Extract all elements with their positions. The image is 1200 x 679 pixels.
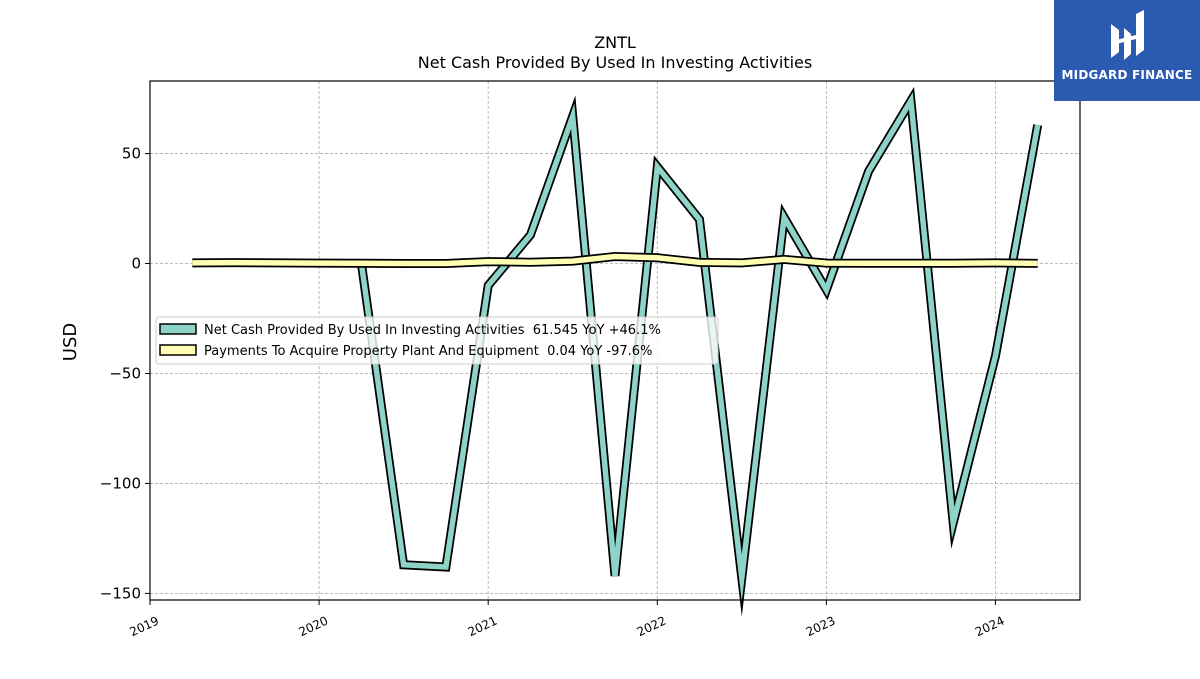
legend-box xyxy=(155,316,719,365)
legend-swatch-1 xyxy=(159,344,197,356)
x-tick-label: 2023 xyxy=(804,614,838,640)
y-tick-label: −150 xyxy=(100,584,141,602)
ticks: 50 0 −50 −100 −150 2019 2020 2021 2022 2023 2024 xyxy=(100,145,1007,640)
y-tick-label: 0 xyxy=(131,255,141,273)
y-tick-label: −50 xyxy=(109,364,141,382)
legend-label-1: Payments To Acquire Property Plant And E… xyxy=(204,344,652,359)
y-tick-label: −100 xyxy=(100,474,141,492)
legend-swatch-0 xyxy=(159,323,197,335)
series-0-line xyxy=(358,92,1041,602)
x-tick-label: 2024 xyxy=(973,614,1007,640)
legend-label-0: Net Cash Provided By Used In Investing A… xyxy=(204,323,661,338)
series-1-line xyxy=(192,253,1038,267)
y-tick-label: 50 xyxy=(122,145,141,163)
x-tick-label: 2020 xyxy=(297,614,331,640)
brand-logo: MIDGARD FINANCE xyxy=(1054,0,1200,101)
logo-mark-icon xyxy=(1111,10,1144,60)
x-tick-label: 2019 xyxy=(128,614,162,640)
series-layer xyxy=(192,86,1043,617)
y-axis-label: USD xyxy=(60,323,81,361)
plot-frame xyxy=(149,80,1081,601)
chart-title: ZNTL xyxy=(594,33,636,52)
x-tick-label: 2022 xyxy=(635,614,669,640)
legend: Net Cash Provided By Used In Investing A… xyxy=(155,316,719,365)
x-tick-label: 2021 xyxy=(466,614,500,640)
chart-subtitle: Net Cash Provided By Used In Investing A… xyxy=(418,53,812,72)
logo-text: MIDGARD FINANCE xyxy=(1061,68,1193,82)
